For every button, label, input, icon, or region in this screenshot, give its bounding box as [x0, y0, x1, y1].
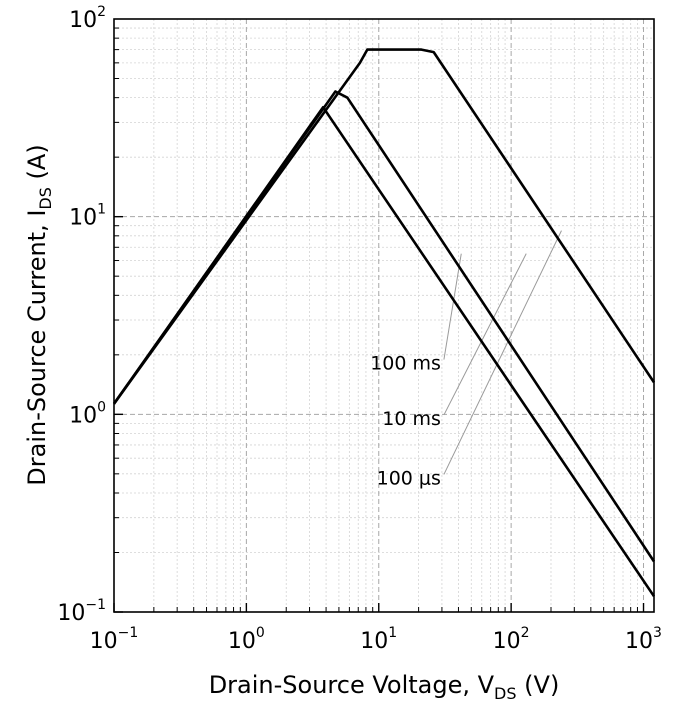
plot-frame — [113, 18, 655, 613]
minor-grid — [114, 19, 654, 612]
series-line-inner — [112, 105, 656, 598]
annotation-label: 100 μs — [377, 467, 441, 489]
axis-ticks — [113, 27, 645, 613]
x-tick-label: 102 — [493, 625, 530, 654]
annotation-leader-line — [443, 230, 562, 475]
annotation-leader-line — [443, 253, 462, 360]
x-tick-label: 103 — [625, 625, 662, 654]
annotation-leader-lines — [443, 230, 562, 475]
series-line-outer — [112, 48, 656, 405]
annotation-label: 100 ms — [370, 353, 441, 375]
y-tick-label: 100 — [69, 399, 106, 428]
annotation-leader-line — [443, 253, 527, 416]
y-axis-label: Drain-Source Current, IDS (A) — [23, 144, 55, 485]
major-grid — [113, 19, 654, 613]
x-tick-label: 10−1 — [90, 625, 139, 654]
tick-labels: 10−1 100 101 102 103 10−1 100 101 102 — [57, 4, 662, 654]
y-tick-label: 102 — [69, 4, 106, 33]
y-tick-label: 10−1 — [57, 597, 106, 626]
y-tick-label: 101 — [69, 202, 106, 231]
series-line-middle — [112, 90, 656, 563]
annotation-label: 10 ms — [382, 408, 441, 430]
series-lines — [112, 48, 656, 598]
x-tick-label: 100 — [228, 625, 265, 654]
x-axis-label: Drain-Source Voltage, VDS (V) — [209, 671, 560, 702]
annotation-labels: 100 ms 10 ms 100 μs — [370, 353, 441, 490]
x-tick-label: 101 — [360, 625, 397, 654]
